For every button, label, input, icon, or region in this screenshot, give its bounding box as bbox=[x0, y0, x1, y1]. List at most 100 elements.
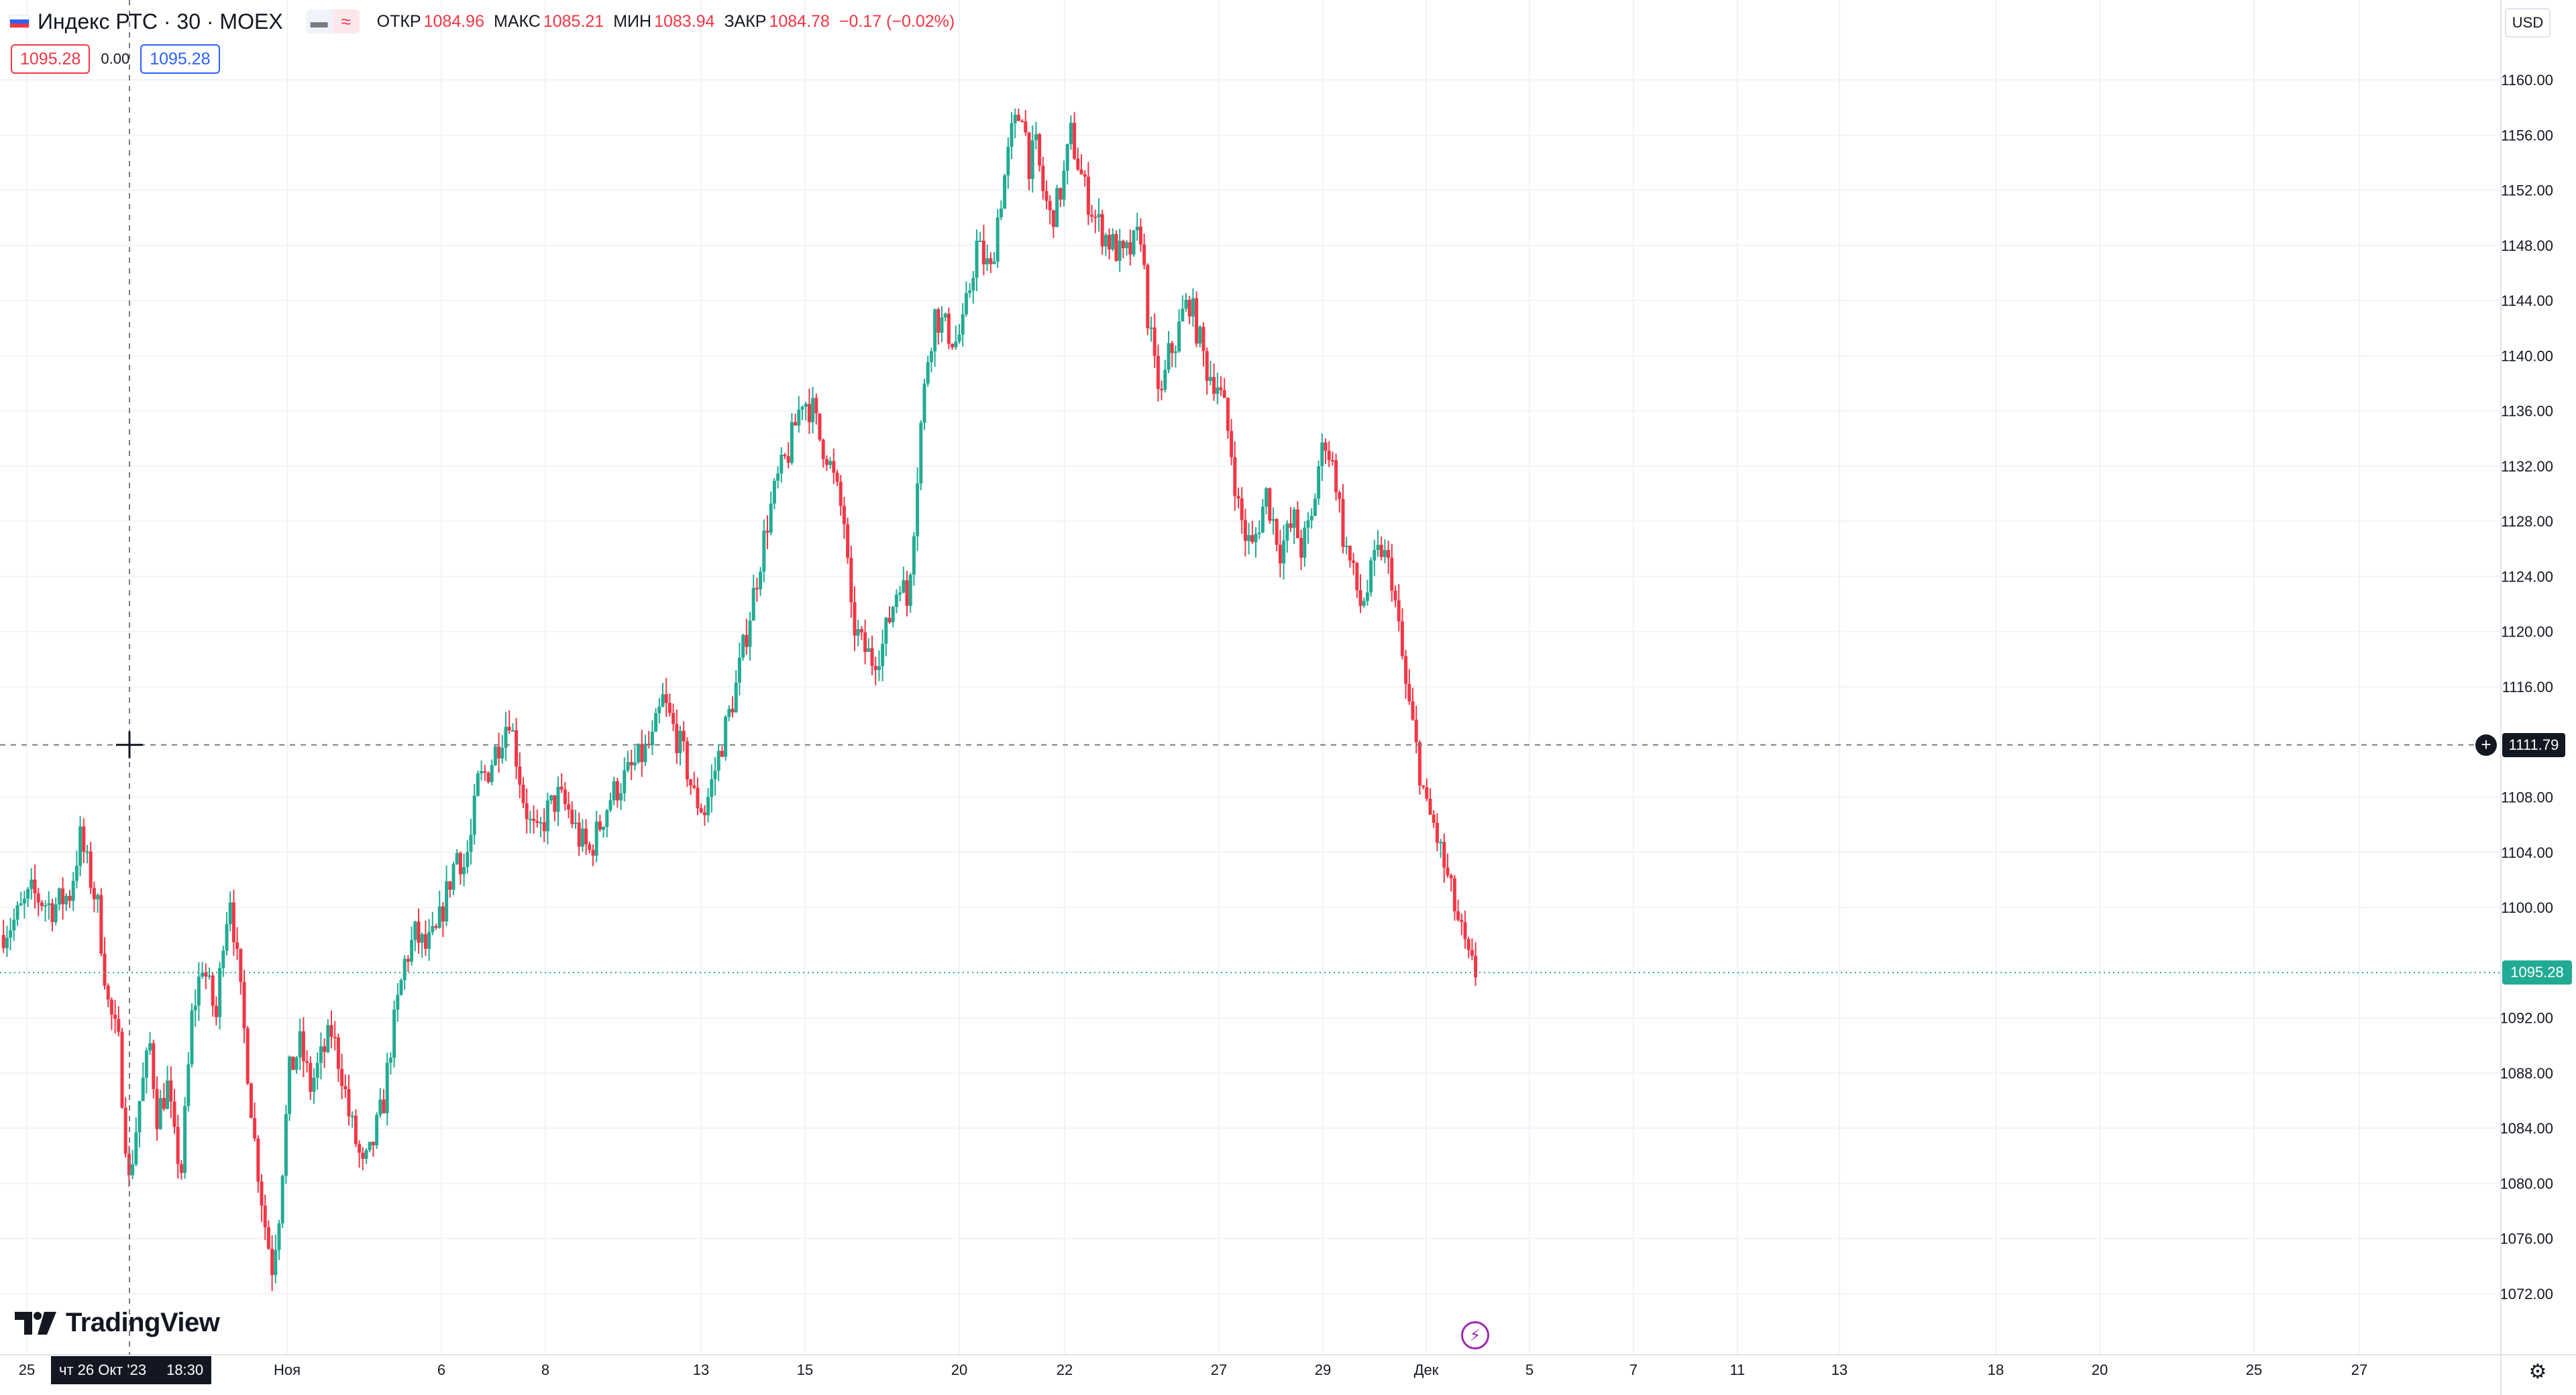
candle-body bbox=[141, 1077, 145, 1101]
candle-body bbox=[1425, 787, 1429, 799]
candle-body bbox=[1460, 919, 1464, 922]
candle-body bbox=[1156, 355, 1160, 389]
candle-body bbox=[884, 618, 888, 644]
candle-body bbox=[1121, 241, 1125, 249]
candle-body bbox=[916, 483, 920, 537]
y-tick-label: 1124.00 bbox=[2501, 568, 2553, 585]
candle-body bbox=[839, 482, 843, 506]
candle-body bbox=[1435, 822, 1439, 843]
lightning-icon[interactable]: ⚡ bbox=[1461, 1321, 1489, 1349]
candle-body bbox=[423, 934, 427, 949]
sell-price-button[interactable]: 1095.28 bbox=[11, 44, 91, 74]
minus-icon[interactable]: ▬ bbox=[305, 9, 333, 34]
candle-body bbox=[1439, 842, 1443, 844]
candle-body bbox=[47, 903, 51, 905]
candle-body bbox=[1191, 298, 1195, 317]
candle-body bbox=[818, 413, 822, 440]
tradingview-logo-icon bbox=[15, 1311, 56, 1335]
candle-body bbox=[1352, 560, 1356, 563]
candle-body bbox=[1400, 621, 1404, 657]
candle-body bbox=[336, 1037, 340, 1069]
candle-body bbox=[1167, 343, 1171, 370]
candle-body bbox=[1362, 601, 1366, 606]
candle-body bbox=[1219, 387, 1223, 390]
symbol-title[interactable]: Индекс РТС · 30 · MOEX bbox=[38, 9, 283, 34]
candle-body bbox=[221, 950, 225, 968]
y-tick-label: 1076.00 bbox=[2500, 1231, 2553, 1247]
candle-body bbox=[1247, 535, 1251, 541]
x-tick-label: 25 bbox=[19, 1361, 35, 1378]
candle-body bbox=[263, 1205, 267, 1227]
candle-body bbox=[1275, 518, 1279, 545]
high-label: МАКС bbox=[494, 11, 541, 31]
candle-body bbox=[455, 852, 459, 864]
candle-body bbox=[1299, 538, 1303, 558]
candle-body bbox=[741, 634, 745, 658]
candle-body bbox=[650, 731, 654, 746]
candle-body bbox=[466, 852, 470, 867]
legend-toggle-group[interactable]: ▬ ≈ bbox=[305, 9, 360, 34]
candle-body bbox=[68, 895, 72, 901]
candle-body bbox=[138, 1101, 142, 1133]
candle-body bbox=[89, 851, 93, 889]
x-tick-label: Ноя bbox=[274, 1361, 301, 1378]
candle-body bbox=[260, 1181, 264, 1206]
candle-body bbox=[1254, 533, 1258, 543]
candle-body bbox=[1303, 527, 1307, 558]
low-label: МИН bbox=[613, 11, 652, 31]
candle-body bbox=[368, 1141, 372, 1150]
tradingview-logo[interactable]: TradingView bbox=[15, 1308, 220, 1338]
candle-body bbox=[898, 592, 902, 595]
candle-body bbox=[1240, 498, 1244, 520]
x-tick-label: 27 bbox=[2351, 1361, 2367, 1378]
x-tick-label: 20 bbox=[2092, 1361, 2108, 1378]
candle-body bbox=[1387, 550, 1391, 558]
candle-body bbox=[612, 781, 616, 801]
candle-body bbox=[1393, 590, 1397, 601]
x-tick-label: 18 bbox=[1988, 1361, 2004, 1378]
candle-body bbox=[762, 531, 766, 572]
candle-body bbox=[1048, 201, 1052, 211]
candle-body bbox=[1177, 321, 1181, 351]
candle-body bbox=[515, 730, 519, 767]
candle-body bbox=[623, 770, 627, 793]
currency-button[interactable]: USD bbox=[2505, 8, 2551, 38]
candle-body bbox=[340, 1068, 344, 1086]
candle-body bbox=[811, 398, 815, 423]
x-tick-label: 6 bbox=[437, 1361, 445, 1378]
candle-body bbox=[602, 826, 606, 830]
x-tick-label: 5 bbox=[1525, 1361, 1534, 1378]
candle-body bbox=[859, 629, 863, 632]
candle-body bbox=[228, 902, 232, 924]
candle-body bbox=[309, 1062, 313, 1092]
candle-body bbox=[619, 793, 623, 801]
candle-body bbox=[1051, 210, 1055, 227]
gear-icon[interactable]: ⚙ bbox=[2528, 1360, 2547, 1383]
candle-body bbox=[134, 1132, 138, 1165]
candle-body bbox=[183, 1106, 187, 1173]
candle-body bbox=[856, 629, 860, 636]
candle-body bbox=[786, 456, 790, 463]
candle-body bbox=[1334, 460, 1338, 493]
candle-body bbox=[1152, 327, 1157, 356]
candle-body bbox=[388, 1058, 392, 1063]
candle-body bbox=[274, 1249, 278, 1276]
candle-body bbox=[1466, 939, 1470, 950]
candle-body bbox=[36, 893, 40, 903]
candle-body bbox=[940, 317, 944, 333]
buy-price-button[interactable]: 1095.28 bbox=[140, 44, 220, 74]
x-tick-label: Дек bbox=[1414, 1361, 1439, 1378]
candle-body bbox=[417, 922, 421, 943]
candle-body bbox=[978, 240, 982, 242]
candle-body bbox=[1173, 351, 1177, 353]
candle-body bbox=[1295, 509, 1299, 539]
wave-icon[interactable]: ≈ bbox=[332, 9, 360, 34]
candle-body bbox=[947, 313, 951, 344]
candle-body bbox=[434, 926, 438, 928]
plus-icon[interactable]: + bbox=[2475, 734, 2497, 756]
candle-body bbox=[807, 404, 811, 423]
candle-body bbox=[1449, 875, 1453, 879]
candle-body bbox=[214, 1005, 218, 1017]
candle-body bbox=[1428, 798, 1432, 815]
